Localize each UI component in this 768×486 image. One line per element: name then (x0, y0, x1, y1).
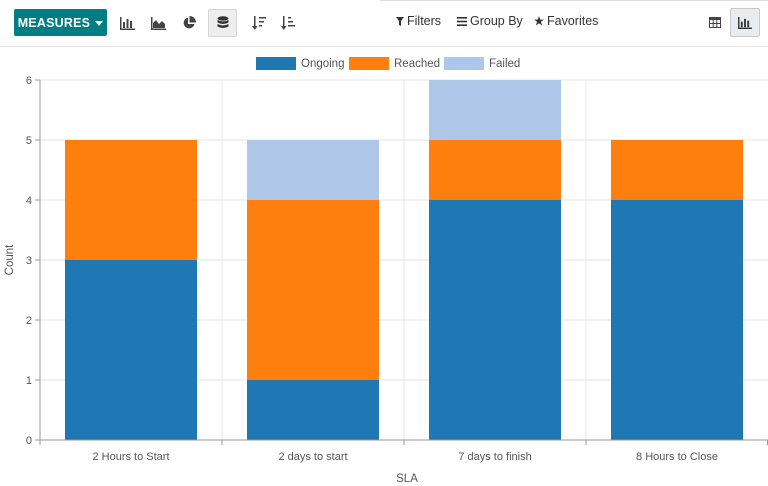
stacked-toggle-button[interactable] (208, 9, 237, 37)
legend-swatch-reached (349, 57, 389, 70)
legend-swatch-ongoing (256, 57, 296, 70)
graph-view-button[interactable] (730, 8, 760, 37)
y-tick-label: 0 (26, 435, 32, 447)
x-tick-label: 2 days to start (278, 451, 347, 463)
group-by-dropdown[interactable]: Group By (457, 14, 523, 28)
bar-failed-3[interactable] (429, 80, 561, 140)
sort-ascending-button[interactable] (273, 9, 302, 37)
bar-ongoing-4[interactable] (611, 200, 743, 440)
group-by-label: Group By (470, 14, 523, 28)
chart-axes: 0 1 2 3 4 5 6 2 Hours to Start 2 days to start 7 … (26, 75, 768, 463)
bar-reached-4[interactable] (611, 140, 743, 200)
bar-chart-button[interactable] (113, 9, 142, 37)
y-tick-label: 3 (26, 255, 32, 267)
legend-label-ongoing: Ongoing (301, 57, 345, 70)
table-icon (709, 17, 721, 28)
bar-ongoing-2[interactable] (247, 380, 379, 440)
pie-chart-icon (183, 16, 196, 29)
area-chart-button[interactable] (144, 9, 173, 37)
y-tick-label: 4 (26, 195, 32, 207)
bar-chart-icon (738, 16, 752, 29)
bar-reached-3[interactable] (429, 140, 561, 200)
chart-legend: Ongoing Reached Failed (0, 57, 768, 75)
y-tick-label: 1 (26, 375, 32, 387)
area-chart-icon (151, 16, 166, 30)
y-tick-label: 5 (26, 135, 32, 147)
group-by-icon (457, 16, 467, 26)
legend-swatch-failed (444, 57, 484, 70)
x-tick-label: 8 Hours to Close (636, 451, 718, 463)
favorites-label: Favorites (547, 14, 599, 28)
legend-item-ongoing[interactable]: Ongoing (256, 57, 344, 70)
sort-descending-icon (251, 16, 266, 30)
bar-failed-2[interactable] (247, 140, 379, 200)
bar-chart-icon (120, 16, 135, 30)
x-tick-label: 2 Hours to Start (92, 451, 169, 463)
x-axis-title: SLA (396, 473, 418, 485)
measures-button[interactable]: MEASURES (14, 9, 107, 36)
legend-label-failed: Failed (489, 57, 521, 70)
bar-reached-2[interactable] (247, 200, 379, 380)
control-panel: MEASURES (0, 0, 768, 46)
filter-icon (396, 16, 404, 26)
toolbar-divider (0, 46, 768, 47)
y-tick-label: 6 (26, 75, 32, 87)
y-tick-label: 2 (26, 315, 32, 327)
filters-label: Filters (407, 14, 442, 28)
bar-ongoing-1[interactable] (65, 260, 197, 440)
legend-item-reached[interactable]: Reached (349, 57, 440, 70)
search-bar-border (380, 0, 768, 1)
sort-ascending-icon (280, 16, 295, 30)
chart-bars (65, 80, 743, 440)
caret-down-icon (95, 21, 104, 26)
pie-chart-button[interactable] (174, 9, 203, 37)
stacked-icon (217, 16, 228, 28)
legend-label-reached: Reached (394, 57, 441, 70)
measures-label: MEASURES (17, 15, 91, 30)
filters-dropdown[interactable]: Filters (396, 14, 441, 28)
pivot-view-button[interactable] (700, 8, 730, 37)
x-tick-label: 7 days to finish (458, 451, 531, 463)
sort-descending-button[interactable] (244, 9, 273, 37)
legend-item-failed[interactable]: Failed (444, 57, 520, 70)
y-axis-title: Count (4, 244, 16, 275)
favorites-dropdown[interactable]: Favorites (534, 14, 598, 28)
bar-reached-1[interactable] (65, 140, 197, 260)
bar-ongoing-3[interactable] (429, 200, 561, 440)
star-icon (534, 16, 544, 26)
